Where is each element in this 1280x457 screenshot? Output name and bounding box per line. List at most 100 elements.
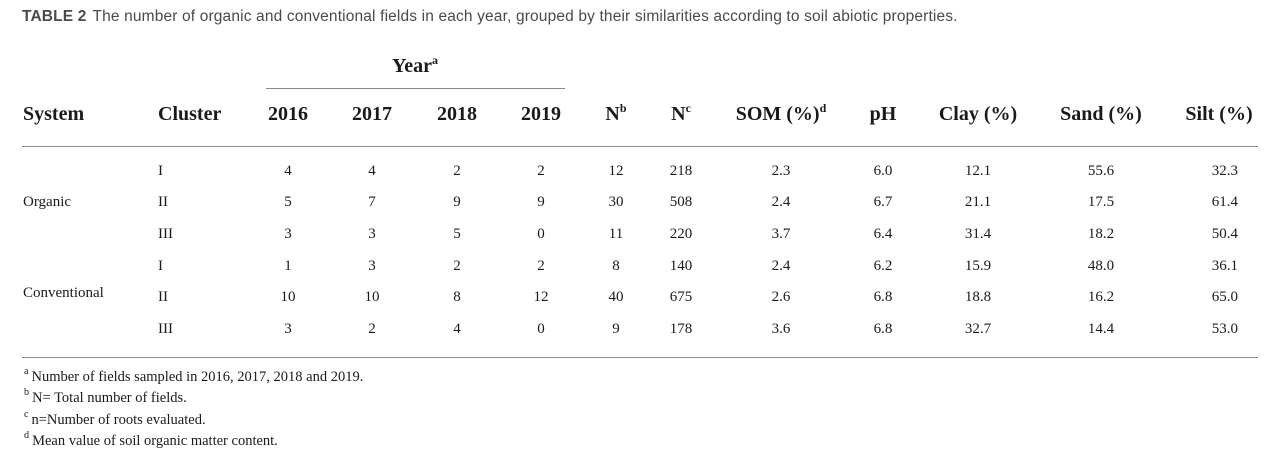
cell-som: 3.7 bbox=[771, 226, 791, 242]
system-conventional: Conventional bbox=[23, 285, 104, 301]
cell-N: 8 bbox=[612, 258, 620, 274]
header-system: System bbox=[23, 103, 85, 125]
cell-y2017: 2 bbox=[368, 321, 376, 337]
cell-clay: 32.7 bbox=[964, 321, 992, 337]
table-bottom-rule bbox=[22, 357, 1258, 358]
cell-y2017: 3 bbox=[368, 226, 376, 242]
footnote-mark: d bbox=[24, 430, 30, 442]
cell-y2018: 4 bbox=[453, 321, 461, 337]
cell-cluster: II bbox=[158, 194, 168, 210]
cell-sand: 48.0 bbox=[1087, 258, 1115, 274]
header-total-fields: Nb bbox=[605, 101, 627, 126]
cell-silt: 53.0 bbox=[1211, 321, 1238, 337]
header-sand: Sand (%) bbox=[1060, 103, 1142, 125]
cell-silt: 65.0 bbox=[1211, 289, 1238, 305]
cell-som: 2.4 bbox=[771, 194, 791, 210]
table-label: TABLE 2 bbox=[22, 8, 87, 25]
cell-y2018: 5 bbox=[453, 226, 461, 242]
header-2018: 2018 bbox=[437, 103, 477, 125]
cell-y2016: 5 bbox=[284, 194, 292, 210]
cell-silt: 36.1 bbox=[1211, 258, 1238, 274]
cell-y2019: 12 bbox=[533, 289, 549, 305]
footnote-d: d Mean value of soil organic matter conte… bbox=[24, 430, 278, 450]
footnote-text: n=Number of roots evaluated. bbox=[31, 412, 206, 428]
footnote-mark: a bbox=[24, 366, 29, 378]
cell-y2016: 1 bbox=[284, 258, 292, 274]
cell-y2018: 8 bbox=[453, 289, 461, 305]
cell-n: 218 bbox=[669, 163, 693, 179]
cell-y2019: 2 bbox=[537, 163, 545, 179]
cell-N: 30 bbox=[608, 194, 624, 210]
footnote-b: b N= Total number of fields. bbox=[24, 387, 187, 407]
cell-cluster: III bbox=[158, 321, 173, 337]
cell-y2016: 10 bbox=[280, 289, 296, 305]
footnote-text: Mean value of soil organic matter conten… bbox=[32, 433, 278, 449]
cell-ph: 6.8 bbox=[873, 289, 893, 305]
cell-N: 40 bbox=[608, 289, 624, 305]
cell-ph: 6.0 bbox=[873, 163, 893, 179]
cell-clay: 15.9 bbox=[964, 258, 992, 274]
header-silt: Silt (%) bbox=[1185, 103, 1253, 125]
cell-y2016: 3 bbox=[284, 226, 292, 242]
table-caption: TABLE 2 The number of organic and convent… bbox=[22, 8, 1262, 26]
cell-N: 12 bbox=[608, 163, 624, 179]
cell-n: 220 bbox=[669, 226, 693, 242]
header-roots-mark: c bbox=[685, 101, 691, 116]
year-label: Year bbox=[392, 55, 432, 77]
cell-cluster: III bbox=[158, 226, 173, 242]
cell-ph: 6.8 bbox=[873, 321, 893, 337]
cell-y2017: 4 bbox=[368, 163, 376, 179]
cell-ph: 6.4 bbox=[873, 226, 893, 242]
cell-silt: 50.4 bbox=[1211, 226, 1238, 242]
cell-N: 9 bbox=[612, 321, 620, 337]
footnote-text: N= Total number of fields. bbox=[32, 390, 187, 406]
header-2019: 2019 bbox=[521, 103, 561, 125]
cell-y2016: 4 bbox=[284, 163, 292, 179]
caption-text: The number of organic and conventional f… bbox=[92, 8, 958, 25]
header-total-fields-mark: b bbox=[619, 101, 627, 116]
cell-clay: 21.1 bbox=[964, 194, 992, 210]
cell-y2018: 2 bbox=[453, 258, 461, 274]
header-clay: Clay (%) bbox=[938, 103, 1018, 125]
header-total-fields-label: N bbox=[605, 103, 620, 125]
cell-y2019: 9 bbox=[537, 194, 545, 210]
cell-n: 508 bbox=[669, 194, 693, 210]
header-roots: Nc bbox=[671, 101, 691, 126]
header-roots-label: N bbox=[671, 103, 686, 125]
footnote-a: a Number of fields sampled in 2016, 2017,… bbox=[24, 366, 364, 386]
header-bottom-rule bbox=[22, 146, 1258, 147]
cell-sand: 16.2 bbox=[1087, 289, 1115, 305]
footnote-c: c n=Number of roots evaluated. bbox=[24, 409, 206, 429]
cell-sand: 14.4 bbox=[1087, 321, 1115, 337]
cell-y2019: 2 bbox=[537, 258, 545, 274]
header-2016: 2016 bbox=[268, 103, 308, 125]
cell-silt: 61.4 bbox=[1211, 194, 1238, 210]
system-organic: Organic bbox=[23, 194, 72, 210]
cell-n: 178 bbox=[669, 321, 693, 337]
cell-cluster: II bbox=[158, 289, 168, 305]
header-cluster: Cluster bbox=[158, 103, 222, 125]
cell-n: 675 bbox=[669, 289, 693, 305]
cell-clay: 12.1 bbox=[964, 163, 992, 179]
cell-som: 2.3 bbox=[771, 163, 791, 179]
cell-y2019: 0 bbox=[537, 321, 545, 337]
cell-clay: 31.4 bbox=[964, 226, 992, 242]
cell-sand: 18.2 bbox=[1087, 226, 1115, 242]
cell-clay: 18.8 bbox=[964, 289, 992, 305]
cell-cluster: I bbox=[158, 258, 163, 274]
year-group-header: Yeara bbox=[392, 53, 438, 78]
cell-som: 2.4 bbox=[771, 258, 791, 274]
cell-ph: 6.7 bbox=[873, 194, 893, 210]
footnote-mark: b bbox=[24, 387, 30, 399]
header-som: SOM (%)d bbox=[736, 102, 827, 126]
year-footnote-mark: a bbox=[431, 53, 438, 68]
cell-silt: 32.3 bbox=[1211, 163, 1238, 179]
header-2017: 2017 bbox=[352, 103, 392, 125]
footnote-mark: c bbox=[24, 409, 29, 421]
cell-y2017: 10 bbox=[364, 289, 380, 305]
cell-ph: 6.2 bbox=[873, 258, 893, 274]
cell-y2019: 0 bbox=[537, 226, 545, 242]
footnote-text: Number of fields sampled in 2016, 2017, … bbox=[31, 369, 364, 385]
cell-y2017: 3 bbox=[368, 258, 376, 274]
cell-y2017: 7 bbox=[368, 194, 376, 210]
